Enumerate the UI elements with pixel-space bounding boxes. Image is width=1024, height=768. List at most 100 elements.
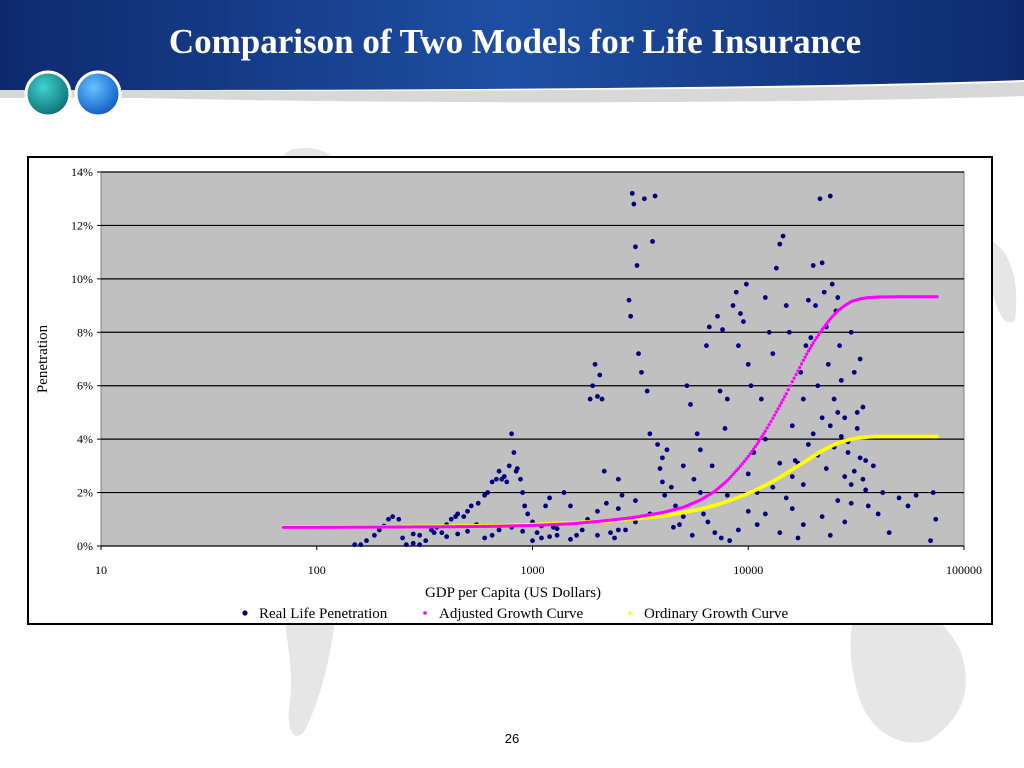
real-penetration-point [518,476,523,482]
real-penetration-point [448,516,454,522]
real-penetration-point [530,538,535,544]
y-axis-label: Penetration [35,324,51,393]
y-tick-label: 12% [71,218,93,232]
real-penetration-point [748,383,754,389]
real-penetration-point [633,244,638,250]
real-penetration-point [539,535,544,541]
adjusted-curve-point [813,338,817,342]
real-penetration-point [863,458,869,463]
adjusted-curve-point [832,313,836,317]
real-penetration-point [933,516,939,522]
real-penetration-point [390,514,396,520]
real-penetration-point [741,319,746,324]
adjusted-curve-point [752,447,756,451]
real-penetration-point [647,431,653,437]
real-penetration-point [615,476,621,482]
real-penetration-point [875,511,881,517]
real-penetration-point [783,495,789,501]
real-penetration-point [848,500,854,506]
real-penetration-point [709,463,715,469]
real-penetration-point [738,311,743,316]
real-penetration-point [543,503,548,509]
real-penetration-point [504,479,510,485]
legend-label: Adjusted Growth Curve [439,606,583,622]
real-penetration-point [827,193,833,199]
adjusted-curve-point [798,365,802,370]
adjusted-curve-point [753,444,757,449]
real-penetration-point [633,498,638,503]
real-penetration-point [819,415,825,421]
real-penetration-point [815,383,821,389]
adjusted-curve-point [808,346,812,350]
x-tick-label: 100000 [946,563,982,577]
real-penetration-point [810,263,816,268]
real-penetration-point [386,516,391,522]
adjusted-curve-point [738,464,742,468]
adjusted-curve-series [281,295,939,529]
adjusted-curve-point [750,449,754,454]
adjusted-curve-point [781,398,785,402]
real-penetration-point [762,436,768,442]
legend-item: Adjusted Growth Curve [423,606,583,622]
real-penetration-point [590,383,596,389]
real-penetration-point [835,410,841,415]
adjusted-curve-point [746,454,750,459]
real-penetration-point [603,500,609,506]
real-penetration-point [655,442,660,447]
real-penetration-point [371,532,377,538]
real-penetration-point [534,530,540,536]
adjusted-curve-point [757,439,761,443]
real-penetration-point [718,535,724,541]
real-penetration-point [754,522,760,528]
adjusted-curve-point [783,395,787,399]
real-penetration-point [825,361,831,367]
real-penetration-point [704,343,709,349]
real-penetration-point [496,468,502,474]
real-penetration-point [913,492,919,498]
real-penetration-point [634,263,640,268]
legend-label: Ordinary Growth Curve [644,606,788,622]
real-penetration-point [805,297,811,303]
real-penetration-point [475,500,481,506]
real-penetration-point [870,463,876,469]
real-penetration-point [668,484,674,490]
adjusted-curve-point [935,295,939,299]
adjusted-curve-point [818,330,822,334]
real-penetration-point [808,335,814,341]
real-penetration-point [831,396,837,402]
real-penetration-point [579,527,585,533]
adjusted-curve-point [762,432,766,436]
real-penetration-point [819,514,825,520]
real-penetration-point [522,503,528,509]
real-penetration-point [396,516,402,522]
y-tick-label: 6% [77,379,93,393]
blue-circle-icon [74,70,122,118]
real-penetration-point [626,297,632,303]
real-penetration-point [845,450,851,455]
real-penetration-point [554,526,560,532]
real-penetration-point [837,343,842,349]
real-penetration-point [886,530,892,536]
y-tick-label: 2% [77,486,93,500]
real-penetration-point [439,530,445,536]
adjusted-curve-point [799,362,804,366]
real-penetration-point [735,527,741,533]
adjusted-curve-point [834,311,838,315]
real-penetration-point [636,351,641,357]
real-penetration-point [496,527,502,533]
real-penetration-point [848,482,854,487]
adjusted-curve-point [794,372,798,377]
real-penetration-point [743,281,749,287]
adjusted-curve-point [784,392,788,396]
real-penetration-point [684,383,690,389]
adjusted-curve-point [801,358,805,362]
real-penetration-point [417,532,423,538]
real-penetration-point [865,503,871,509]
real-penetration-point [838,377,844,383]
real-penetration-point [838,434,844,439]
real-penetration-point [410,531,416,537]
real-penetration-point [705,519,711,525]
real-penetration-point [715,313,720,319]
real-penetration-point [612,535,617,541]
real-penetration-point [819,260,825,266]
